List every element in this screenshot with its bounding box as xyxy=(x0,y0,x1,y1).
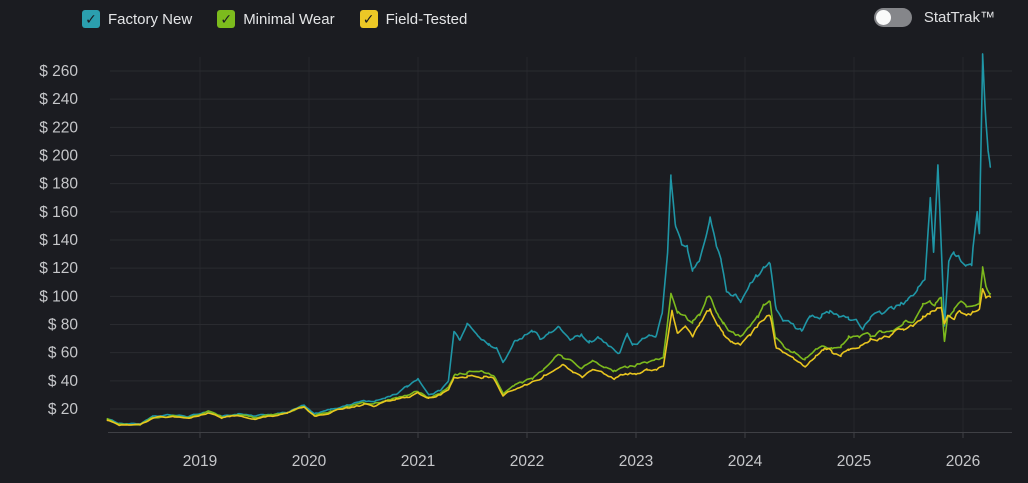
legend-label: Minimal Wear xyxy=(243,10,335,28)
x-axis-tick-label: 2024 xyxy=(728,453,763,470)
factory-new-checkbox[interactable]: ✓ xyxy=(82,10,100,28)
check-icon: ✓ xyxy=(220,11,233,27)
stattrak-label: StatTrak™ xyxy=(923,9,995,26)
legend-label: Field-Tested xyxy=(385,10,468,28)
y-axis-tick-label: $ 260 xyxy=(39,63,78,80)
series-line-factory-new xyxy=(106,53,992,425)
x-axis-tick-label: 2026 xyxy=(946,453,980,470)
stattrak-control: StatTrak™ xyxy=(873,8,995,27)
toggle-knob-icon xyxy=(875,10,891,25)
wear-legend: ✓ Factory New ✓ Minimal Wear ✓ Field-Tes… xyxy=(82,10,467,28)
x-axis-tick-label: 2025 xyxy=(837,453,871,470)
x-axis-tick-label: 2022 xyxy=(510,453,544,470)
x-axis-tick-label: 2019 xyxy=(183,453,217,470)
legend-item-field-tested[interactable]: ✓ Field-Tested xyxy=(359,10,468,28)
x-axis-tick-label: 2021 xyxy=(401,453,435,470)
y-axis-tick-label: $ 220 xyxy=(39,119,78,136)
y-axis-tick-label: $ 140 xyxy=(39,232,78,249)
minimal-wear-checkbox[interactable]: ✓ xyxy=(217,10,236,28)
field-tested-checkbox[interactable]: ✓ xyxy=(359,10,378,28)
y-axis-tick-label: $ 20 xyxy=(48,401,79,418)
x-axis-tick-label: 2023 xyxy=(619,453,653,470)
legend-label: Factory New xyxy=(108,10,193,28)
y-axis-tick-label: $ 180 xyxy=(39,176,78,193)
y-axis-tick-label: $ 100 xyxy=(39,288,78,305)
y-axis-tick-label: $ 40 xyxy=(48,373,79,390)
series-line-field-tested xyxy=(106,287,992,427)
x-axis-tick-label: 2020 xyxy=(292,453,327,470)
y-axis-tick-label: $ 80 xyxy=(48,317,79,334)
legend-item-factory-new[interactable]: ✓ Factory New xyxy=(82,10,192,28)
y-axis-tick-label: $ 120 xyxy=(39,260,78,277)
check-icon: ✓ xyxy=(362,11,375,27)
series-line-minimal-wear xyxy=(106,266,992,426)
y-axis-tick-label: $ 160 xyxy=(39,204,78,221)
y-axis-tick-label: $ 200 xyxy=(39,148,78,165)
y-axis-tick-label: $ 60 xyxy=(48,345,79,362)
legend-item-minimal-wear[interactable]: ✓ Minimal Wear xyxy=(217,10,335,28)
y-axis-tick-label: $ 240 xyxy=(39,91,78,108)
check-icon: ✓ xyxy=(85,11,97,27)
stattrak-toggle[interactable] xyxy=(873,8,912,27)
